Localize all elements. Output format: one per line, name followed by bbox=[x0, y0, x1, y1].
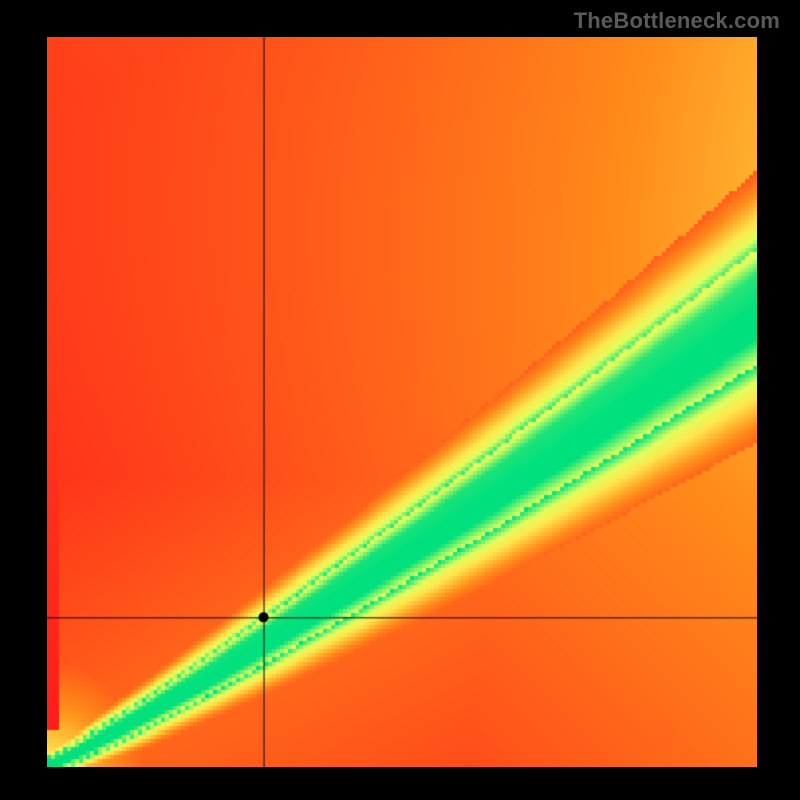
chart-container: TheBottleneck.com bbox=[0, 0, 800, 800]
heatmap-canvas bbox=[47, 37, 757, 767]
watermark-text: TheBottleneck.com bbox=[574, 8, 780, 34]
